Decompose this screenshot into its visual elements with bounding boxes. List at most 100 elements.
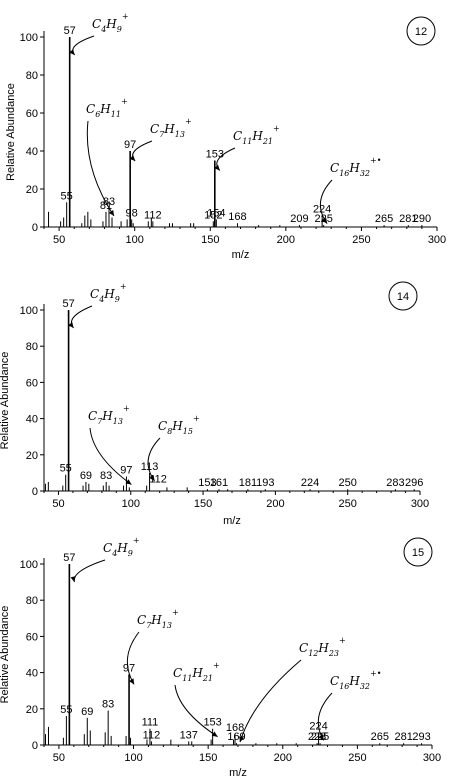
y-tick-label: 20 bbox=[26, 184, 38, 196]
annotation-arrowhead bbox=[69, 49, 75, 55]
peak-label: 161 bbox=[210, 477, 228, 489]
peak-label: 153 bbox=[206, 149, 224, 161]
peak-label: 57 bbox=[63, 552, 75, 564]
peak-label: 83 bbox=[103, 196, 115, 208]
annotation-arrowhead bbox=[321, 217, 328, 224]
peak-label: 209 bbox=[290, 213, 308, 225]
peak-label: 250 bbox=[339, 477, 357, 489]
peak-label: 153 bbox=[198, 477, 216, 489]
peak-label: 97 bbox=[123, 662, 135, 674]
peak-label: 69 bbox=[81, 706, 93, 718]
peak-label: 57 bbox=[64, 25, 76, 37]
peak-label: 181 bbox=[239, 477, 257, 489]
y-tick-label: 60 bbox=[26, 377, 38, 389]
y-tick-label: 100 bbox=[20, 305, 38, 317]
ion-formula-annotation: C4H9+ bbox=[103, 536, 140, 558]
panel-number: 15 bbox=[412, 547, 424, 559]
panel-number: 12 bbox=[415, 26, 427, 38]
annotation-arrowhead bbox=[211, 731, 218, 737]
annotation-arrowhead bbox=[129, 155, 136, 161]
x-tick-label: 200 bbox=[277, 234, 295, 246]
x-tick-label: 100 bbox=[124, 752, 142, 764]
y-tick-label: 40 bbox=[26, 668, 38, 680]
spectrum-panel-12: 0 20 40 60 80 100 50 100 150 200 250 300 m/z Relative… bbox=[5, 12, 446, 261]
y-tick-label: 40 bbox=[26, 146, 38, 158]
x-tick-label: 100 bbox=[122, 498, 140, 510]
x-tick-label: 150 bbox=[201, 234, 219, 246]
peak-label: 152 bbox=[204, 209, 222, 221]
peak-label: 223 bbox=[308, 731, 326, 743]
ion-formula-annotation: C16H32+• bbox=[330, 669, 381, 691]
x-tick-label: 50 bbox=[53, 752, 65, 764]
peak-label: 97 bbox=[124, 139, 136, 151]
x-tick-label: 300 bbox=[423, 752, 441, 764]
peak-label: 193 bbox=[256, 477, 274, 489]
x-tick-label: 300 bbox=[428, 234, 446, 246]
y-tick-label: 20 bbox=[26, 450, 38, 462]
peak-label: 290 bbox=[413, 213, 431, 225]
peak-label: 293 bbox=[412, 731, 430, 743]
y-tick-label: 0 bbox=[32, 222, 38, 234]
annotation-arrowhead bbox=[318, 734, 324, 741]
peak-label: 265 bbox=[375, 213, 393, 225]
annotation-arrow bbox=[89, 427, 132, 485]
ion-formula-annotation: C11H21+ bbox=[233, 124, 280, 146]
x-axis-title: m/z bbox=[223, 515, 241, 527]
ion-formula-annotation: C12H23+ bbox=[299, 636, 346, 658]
ion-formula-annotation: C6H11+ bbox=[86, 97, 128, 119]
ion-formula-annotation: C11H21+ bbox=[173, 661, 220, 683]
annotation-arrow bbox=[174, 684, 218, 738]
x-tick-label: 100 bbox=[126, 234, 144, 246]
y-tick-label: 100 bbox=[20, 32, 38, 44]
ion-formula-annotation: C16H32+• bbox=[330, 156, 381, 178]
y-tick-label: 20 bbox=[26, 704, 38, 716]
peak-label: 55 bbox=[61, 190, 73, 202]
peak-label: 55 bbox=[60, 463, 72, 475]
peak-label: 112 bbox=[143, 729, 161, 741]
y-tick-label: 80 bbox=[26, 341, 38, 353]
peak-label: 296 bbox=[405, 477, 423, 489]
peak-label: 224 bbox=[301, 477, 319, 489]
ion-formula-annotation: C7H13+ bbox=[88, 404, 130, 426]
x-tick-label: 50 bbox=[52, 498, 64, 510]
peak-label: 281 bbox=[394, 731, 412, 743]
ion-formula-annotation: C4H9+ bbox=[92, 12, 129, 34]
annotation-arrowhead bbox=[149, 474, 155, 481]
annotation-arrowhead bbox=[239, 736, 245, 743]
peak-label: 83 bbox=[102, 699, 114, 711]
peak-label: 98 bbox=[126, 207, 138, 219]
ion-formula-annotation: C7H13+ bbox=[137, 608, 179, 630]
panel-number-circle bbox=[388, 281, 418, 311]
x-tick-label: 150 bbox=[199, 752, 217, 764]
peak-label: 69 bbox=[80, 470, 92, 482]
y-tick-label: 60 bbox=[26, 108, 38, 120]
y-tick-label: 100 bbox=[20, 559, 38, 571]
peak-label: 111 bbox=[142, 717, 159, 729]
y-axis-title: Relative Abundance bbox=[0, 352, 11, 450]
annotation-arrow bbox=[72, 35, 95, 56]
annotation-arrowhead bbox=[108, 210, 114, 216]
peak-label: 113 bbox=[141, 461, 159, 473]
peak-label: 137 bbox=[180, 729, 198, 741]
annotation-arrow bbox=[73, 559, 106, 583]
peak-label: 224 bbox=[313, 204, 331, 216]
peak-label: 265 bbox=[371, 731, 389, 743]
annotation-arrowhead bbox=[68, 322, 74, 328]
x-tick-label: 150 bbox=[194, 498, 212, 510]
peak-label: 112 bbox=[149, 474, 167, 486]
spectrum-panel-15: 0 20 40 60 80 100 50 100 150 200 250 300 m/z Relative… bbox=[0, 536, 441, 779]
peak-label: 153 bbox=[203, 717, 221, 729]
x-axis-title: m/z bbox=[232, 249, 250, 261]
x-tick-label: 200 bbox=[266, 498, 284, 510]
annotation-arrowhead bbox=[70, 576, 76, 582]
peak-label: 97 bbox=[120, 465, 132, 477]
annotation-arrowhead bbox=[125, 479, 132, 485]
peak-label: 283 bbox=[386, 477, 404, 489]
x-tick-label: 250 bbox=[348, 752, 366, 764]
spectrum-panel-14: 0 20 40 60 80 100 50 100 150 200 250 300 m/z Relative… bbox=[0, 281, 429, 527]
x-axis-title: m/z bbox=[229, 767, 247, 779]
y-tick-label: 80 bbox=[26, 595, 38, 607]
peak-label: 281 bbox=[399, 213, 417, 225]
annotation-arrowhead bbox=[129, 678, 135, 685]
y-tick-label: 60 bbox=[26, 631, 38, 643]
